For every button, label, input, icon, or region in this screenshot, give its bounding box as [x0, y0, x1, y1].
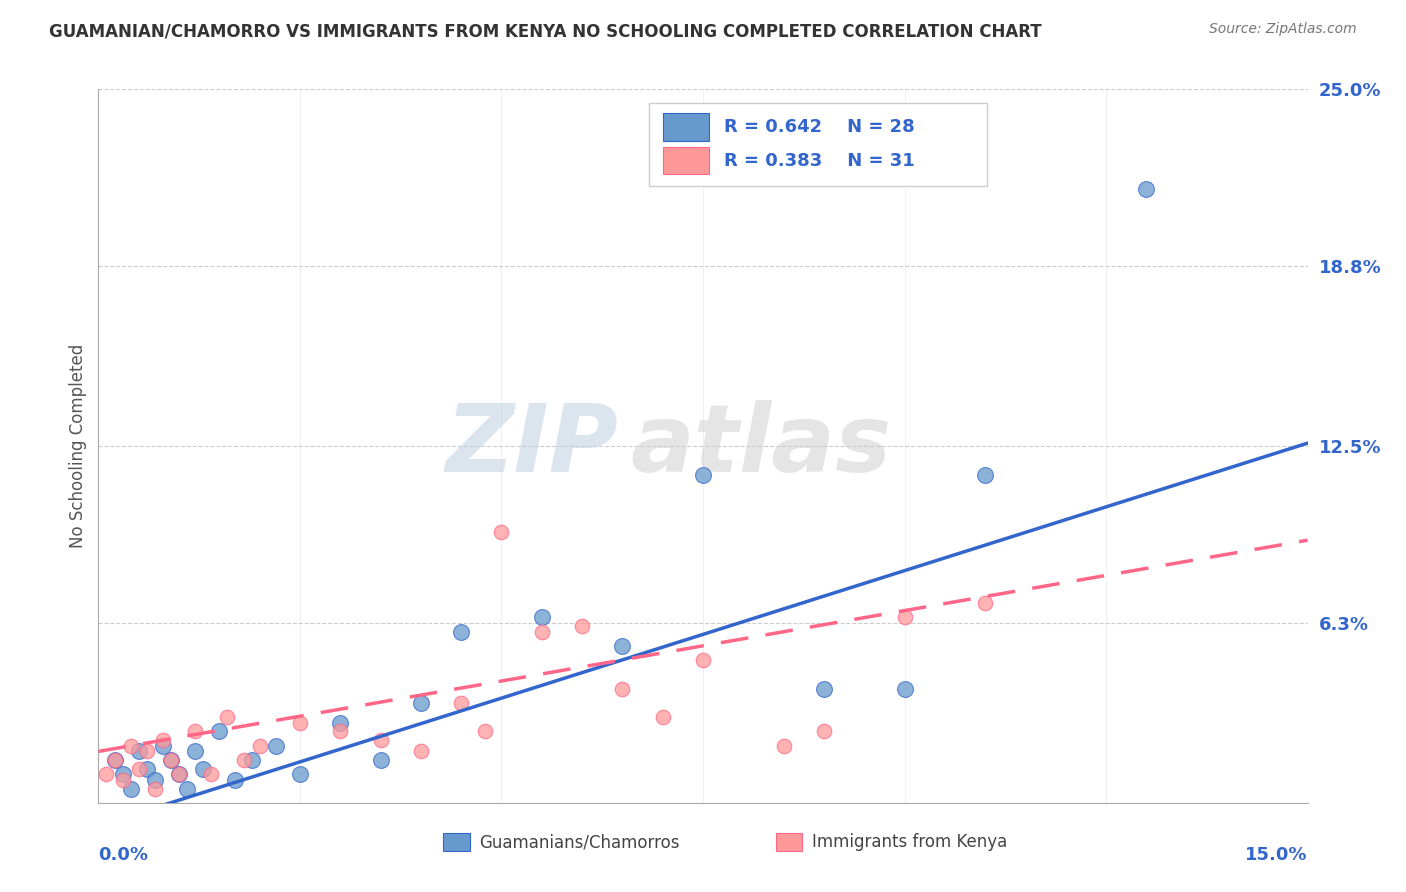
Point [184, 724, 207, 739]
Point [370, 753, 392, 767]
Text: Source: ZipAtlas.com: Source: ZipAtlas.com [1209, 22, 1357, 37]
Point [120, 781, 142, 796]
Point [813, 724, 835, 739]
Point [813, 681, 835, 696]
Point [329, 715, 352, 730]
Point [1135, 182, 1157, 196]
Point [612, 681, 634, 696]
Point [135, 744, 157, 758]
Text: GUAMANIAN/CHAMORRO VS IMMIGRANTS FROM KENYA NO SCHOOLING COMPLETED CORRELATION C: GUAMANIAN/CHAMORRO VS IMMIGRANTS FROM KE… [49, 22, 1042, 40]
Point [128, 762, 150, 776]
Point [692, 467, 714, 482]
Point [224, 772, 246, 787]
Point [120, 739, 142, 753]
Point [450, 624, 472, 639]
Point [193, 762, 215, 776]
Point [409, 696, 432, 710]
Point [103, 753, 125, 767]
FancyBboxPatch shape [664, 113, 709, 141]
FancyBboxPatch shape [443, 833, 470, 851]
Point [240, 753, 263, 767]
Point [217, 710, 239, 724]
FancyBboxPatch shape [648, 103, 987, 186]
Point [96, 767, 118, 781]
FancyBboxPatch shape [664, 147, 709, 174]
Point [474, 724, 496, 739]
Point [249, 739, 271, 753]
Point [288, 767, 311, 781]
Point [974, 596, 997, 610]
Point [111, 772, 134, 787]
Point [232, 753, 254, 767]
Point [184, 744, 207, 758]
Text: Guamanians/Chamorros: Guamanians/Chamorros [479, 833, 681, 851]
Y-axis label: No Schooling Completed: No Schooling Completed [69, 344, 87, 548]
Point [200, 767, 222, 781]
Text: ZIP: ZIP [446, 400, 619, 492]
Point [491, 524, 513, 539]
Text: Immigrants from Kenya: Immigrants from Kenya [811, 833, 1007, 851]
Point [160, 753, 183, 767]
Point [208, 724, 231, 739]
Point [370, 733, 392, 747]
Point [571, 619, 593, 633]
FancyBboxPatch shape [776, 833, 803, 851]
Point [167, 767, 190, 781]
Point [530, 610, 553, 624]
Text: R = 0.383    N = 31: R = 0.383 N = 31 [724, 152, 914, 169]
Point [288, 715, 311, 730]
Point [167, 767, 190, 781]
Point [409, 744, 432, 758]
Text: 0.0%: 0.0% [98, 846, 149, 863]
Point [329, 724, 352, 739]
Point [450, 696, 472, 710]
Point [692, 653, 714, 667]
Point [612, 639, 634, 653]
Point [111, 767, 134, 781]
Point [893, 610, 915, 624]
Point [974, 467, 997, 482]
Text: atlas: atlas [630, 400, 891, 492]
Point [264, 739, 287, 753]
Point [160, 753, 183, 767]
Point [128, 744, 150, 758]
Point [651, 710, 673, 724]
Point [772, 739, 794, 753]
Point [176, 781, 198, 796]
Point [893, 681, 915, 696]
Point [103, 753, 125, 767]
Point [152, 739, 174, 753]
Point [152, 733, 174, 747]
Text: 15.0%: 15.0% [1246, 846, 1308, 863]
Point [143, 781, 166, 796]
Point [143, 772, 166, 787]
Text: R = 0.642    N = 28: R = 0.642 N = 28 [724, 118, 914, 136]
Point [530, 624, 553, 639]
Point [135, 762, 157, 776]
